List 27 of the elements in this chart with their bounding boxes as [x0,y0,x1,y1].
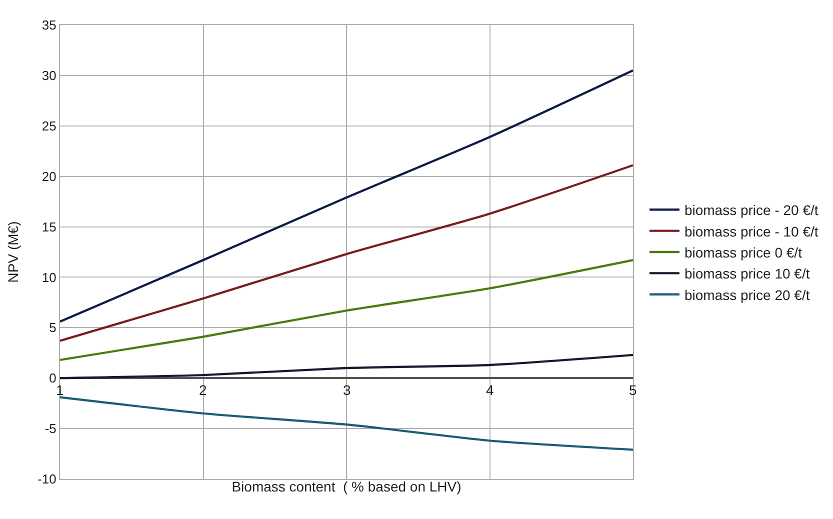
line-series [60,258,633,362]
legend-label: biomass price 20 €/t [684,286,810,303]
x-axis-title: Biomass content ( % based on LHV) [232,478,462,494]
legend-label: biomass price 10 €/t [684,266,810,282]
y-tick-label: 25 [42,118,56,134]
y-tick-label: 35 [42,18,56,33]
y-tick-label: 15 [42,219,56,234]
y-axis-title: NPV (M€) [5,221,22,283]
x-tick-label: 2 [199,382,207,398]
legend-label: biomass price - 10 €/t [684,223,818,240]
line-series [60,354,633,380]
y-tick-label: 10 [42,270,56,285]
y-tick-label: -10 [38,472,56,487]
y-tick-label: 20 [42,168,56,184]
y-tick-label: 5 [49,320,56,336]
line-series [60,396,633,451]
legend-label: biomass price - 20 €/t [684,202,818,218]
y-tick-label: 30 [42,68,56,83]
x-tick-label: 5 [629,382,637,398]
y-tick-label: 0 [49,370,56,386]
line-series [60,164,633,342]
x-tick-label: 3 [343,382,351,398]
x-tick-label: 1 [56,382,64,398]
legend-label: biomass price 0 €/t [684,244,802,260]
y-tick-label: -5 [44,421,56,436]
line-series [60,69,633,323]
x-tick-label: 4 [486,382,494,398]
